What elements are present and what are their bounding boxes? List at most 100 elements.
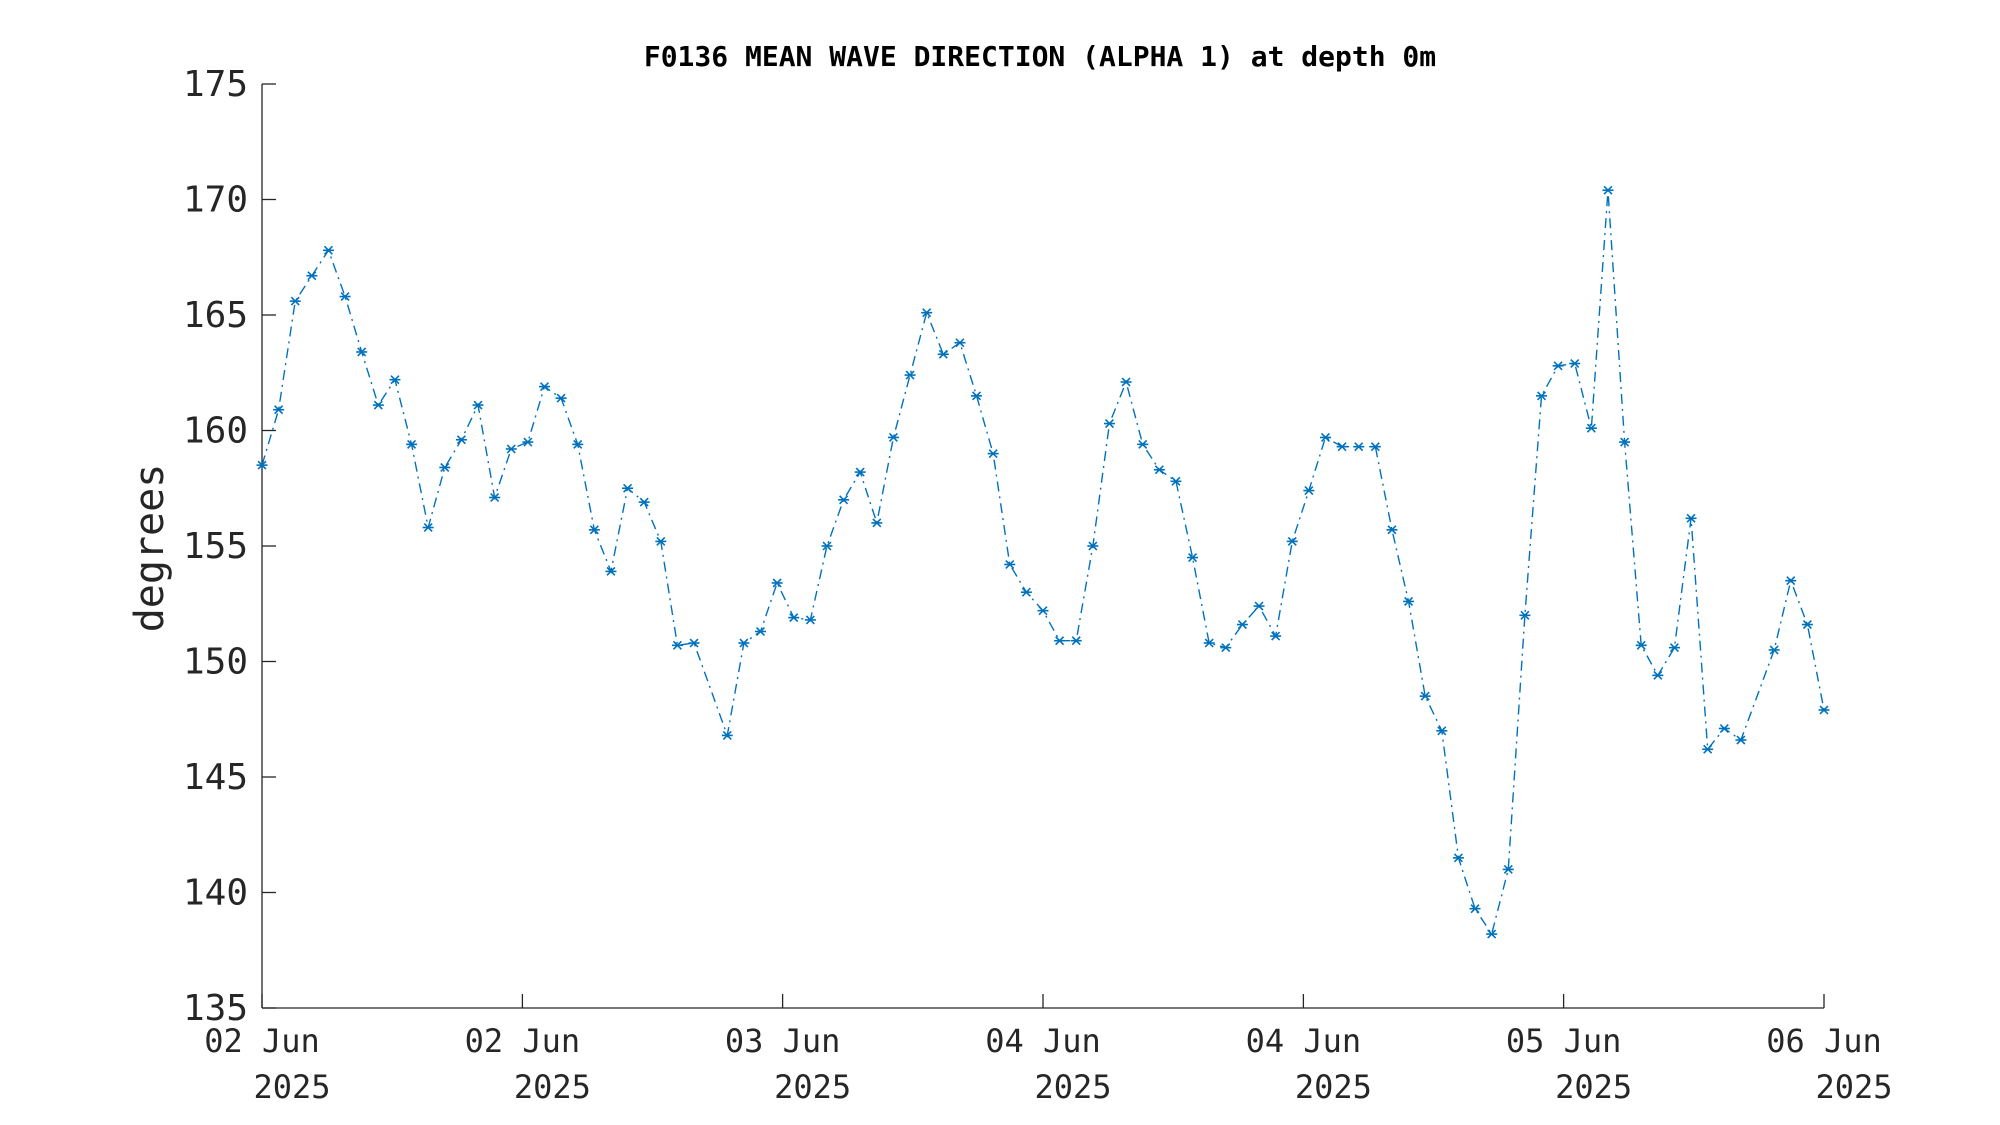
data-point [1220,643,1232,653]
data-point [838,495,850,505]
y-tick-label: 145 [183,757,248,798]
data-point [1203,638,1215,648]
data-point [1170,476,1182,486]
data-point [455,435,467,445]
x-tick-label-year: 2025 [253,1068,330,1106]
data-point [356,347,368,357]
x-tick-label-day: 03 Jun [725,1022,841,1060]
data-point [1735,735,1747,745]
data-point [971,391,983,401]
y-tick-label: 155 [183,526,248,567]
data-point [256,460,268,470]
data-point [987,449,999,459]
data-point [1685,513,1697,523]
data-point [788,613,800,623]
data-point [1585,423,1597,433]
data-point [1137,439,1149,449]
x-tick-label-day: 06 Jun [1766,1022,1882,1060]
data-point [538,382,550,392]
data-point [671,640,683,650]
data-point [721,730,733,740]
data-point [1037,606,1049,616]
data-point [1519,610,1531,620]
data-point [1070,636,1082,646]
data-point [1652,670,1664,680]
y-tick-label: 160 [183,411,248,452]
data-point [1236,620,1248,630]
data-point [306,271,318,281]
data-point [1369,442,1381,452]
y-axis-label: degrees [127,464,173,633]
y-tick-label: 140 [183,873,248,914]
y-tick-label: 135 [183,988,248,1029]
y-tick-label: 175 [183,64,248,105]
data-point [439,462,451,472]
x-tick-label-year: 2025 [774,1068,851,1106]
data-point [588,525,600,535]
data-point [1486,929,1498,939]
data-point [771,578,783,588]
data-point [1718,723,1730,734]
data-point [1419,691,1431,701]
data-point [755,626,767,636]
data-point [406,439,418,449]
data-point [1319,432,1331,442]
data-point [422,522,434,533]
data-point [1386,525,1398,535]
data-point [1452,853,1464,863]
data-point [555,393,567,403]
x-tick-label-day: 02 Jun [204,1022,320,1060]
x-tick-label-year: 2025 [1555,1068,1632,1106]
data-point [854,467,866,477]
data-point [1602,185,1614,195]
data-point [655,536,667,546]
data-point [937,349,949,359]
data-point [472,400,484,410]
x-tick-label-year: 2025 [1034,1068,1111,1106]
y-tick-label: 165 [183,295,248,336]
data-point [1353,442,1365,452]
data-point [1187,553,1199,563]
data-point [622,483,634,493]
data-point [289,296,301,306]
data-point [1336,442,1348,452]
data-point [1469,904,1481,914]
data-point [1668,643,1680,653]
x-tick-label-year: 2025 [514,1068,591,1106]
data-point [1004,559,1016,570]
data-point [1054,636,1066,646]
data-point [738,638,750,648]
data-point [1103,419,1115,429]
data-point [322,245,334,255]
data-point [1286,536,1298,546]
x-tick-label-day: 04 Jun [985,1022,1101,1060]
data-point [804,615,816,625]
data-point [1702,744,1714,754]
x-tick-label-day: 04 Jun [1246,1022,1362,1060]
series-line [261,190,1825,936]
data-point [954,338,966,348]
y-tick-label: 170 [183,180,248,221]
data-point [1536,391,1548,401]
data-point [1635,640,1647,650]
x-tick-label-day: 05 Jun [1506,1022,1622,1060]
x-tick-label-year: 2025 [1815,1068,1892,1106]
data-point [372,400,384,410]
data-point [1502,864,1514,874]
data-point [1818,705,1830,715]
data-point [489,492,501,503]
data-point [273,405,285,415]
data-point [821,541,833,551]
data-point [389,375,401,385]
data-point [1801,620,1813,630]
y-tick-label: 150 [183,642,248,683]
data-point [505,444,517,454]
data-point [688,638,700,648]
data-point [871,518,883,528]
data-point [638,497,650,507]
data-point [1436,726,1448,736]
data-point [1303,486,1315,496]
data-point [1785,576,1797,586]
